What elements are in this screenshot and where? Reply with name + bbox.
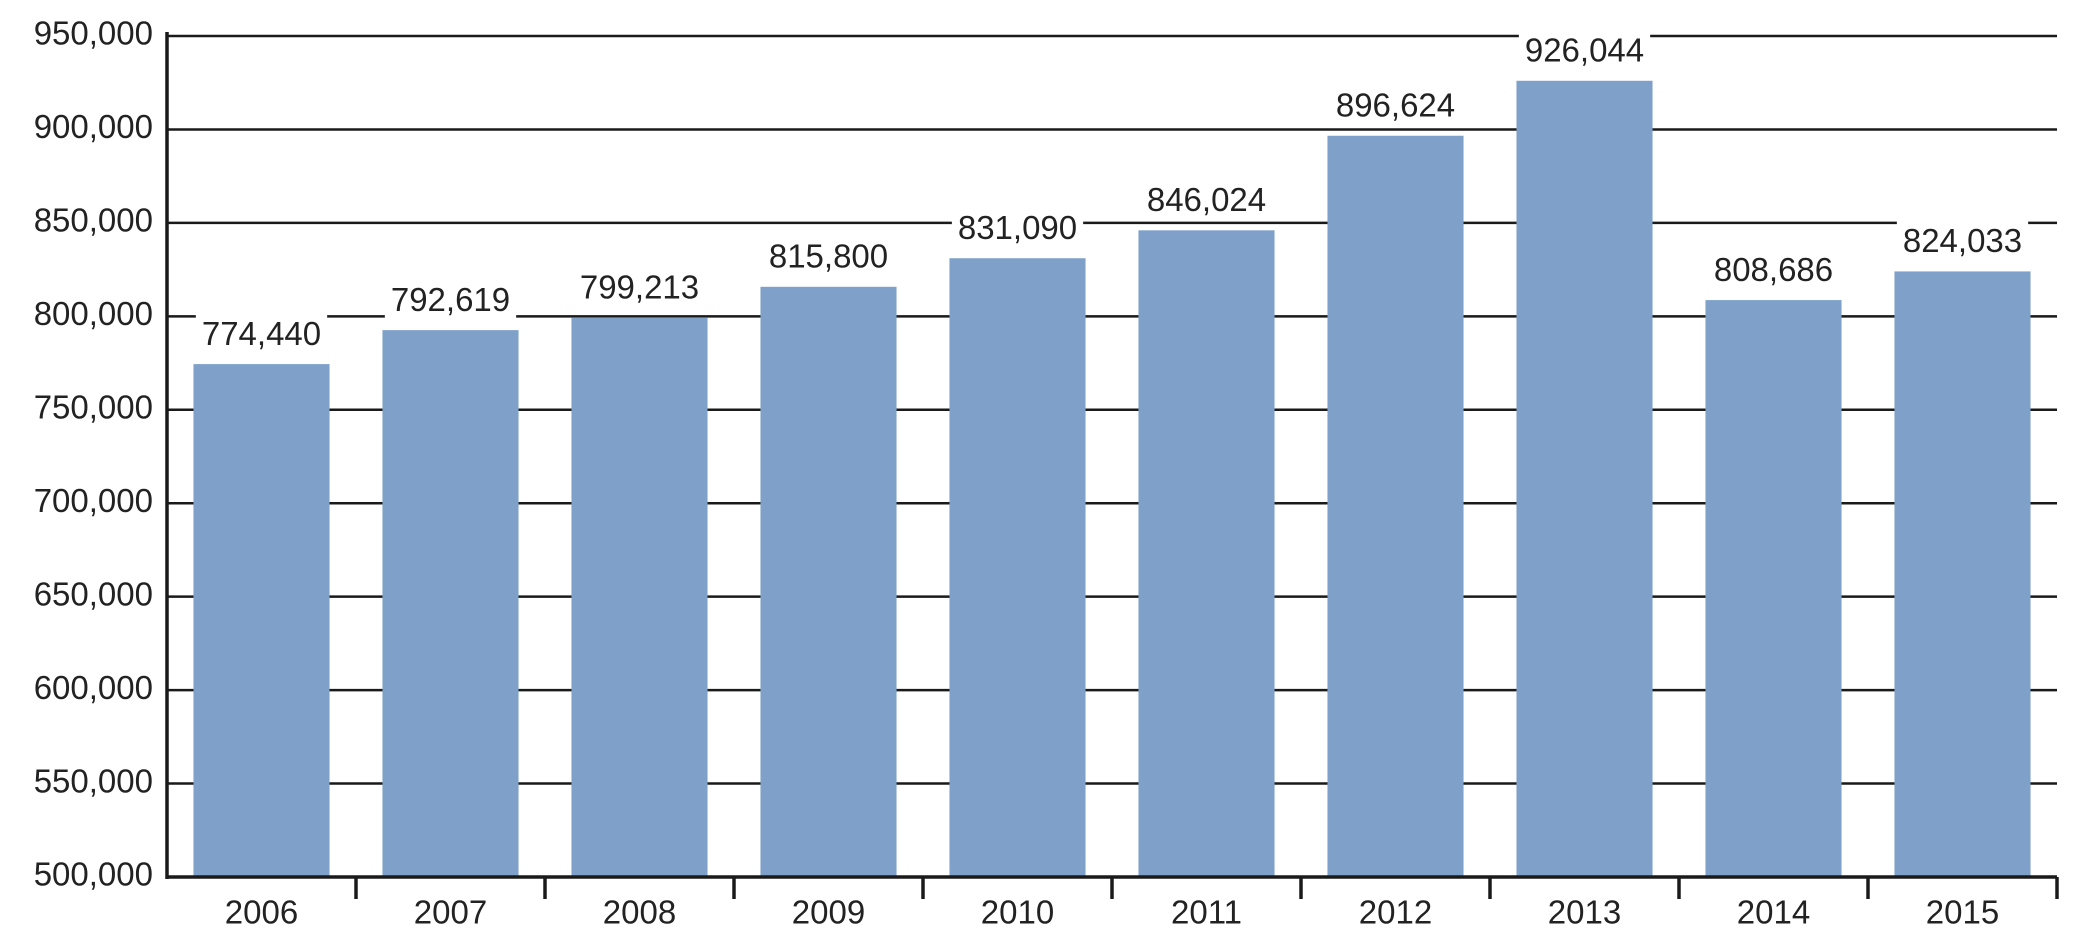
x-tick-label: 2009 <box>792 894 865 931</box>
bar <box>1138 230 1275 878</box>
x-tick-label: 2014 <box>1737 894 1810 931</box>
y-tick-label: 850,000 <box>34 202 153 239</box>
y-tick-label: 650,000 <box>34 575 153 612</box>
y-tick-label: 800,000 <box>34 295 153 332</box>
value-label: 815,800 <box>769 238 888 275</box>
bar <box>1327 135 1464 878</box>
value-label: 774,440 <box>202 315 321 352</box>
value-label-bg <box>1329 84 1462 126</box>
y-tick-label: 500,000 <box>34 856 153 893</box>
y-tick-label: 900,000 <box>34 108 153 145</box>
x-tick-label: 2008 <box>603 894 676 931</box>
value-label: 846,024 <box>1147 181 1266 218</box>
bar <box>949 258 1086 877</box>
value-label: 824,033 <box>1903 222 2022 259</box>
x-tick-label: 2007 <box>414 894 487 931</box>
bar <box>1894 271 2031 877</box>
x-tick-label: 2006 <box>225 894 298 931</box>
value-label-bg <box>1518 29 1651 71</box>
bar <box>571 317 708 877</box>
bar <box>760 286 897 877</box>
y-tick-label: 700,000 <box>34 482 153 519</box>
y-tick-label: 950,000 <box>34 15 153 52</box>
value-label-bg <box>1896 220 2029 262</box>
value-label: 926,044 <box>1525 31 1644 68</box>
value-label: 799,213 <box>580 269 699 306</box>
x-tick-label: 2015 <box>1926 894 1999 931</box>
value-label-bg <box>1707 248 1840 290</box>
y-tick-label: 600,000 <box>34 669 153 706</box>
x-tick-label: 2013 <box>1548 894 1621 931</box>
bar <box>1516 80 1653 877</box>
value-label: 808,686 <box>1714 251 1833 288</box>
value-label-bg <box>195 312 328 354</box>
bar <box>1705 300 1842 877</box>
value-label: 896,624 <box>1336 86 1455 123</box>
bar <box>382 330 519 878</box>
value-label-bg <box>384 278 517 320</box>
x-tick-label: 2010 <box>981 894 1054 931</box>
value-label-bg <box>762 235 895 277</box>
x-tick-label: 2011 <box>1171 894 1242 931</box>
bar <box>193 364 330 877</box>
value-label-bg <box>573 266 706 308</box>
value-label: 792,619 <box>391 281 510 318</box>
value-label-bg <box>951 206 1084 248</box>
y-tick-label: 550,000 <box>34 762 153 799</box>
value-label-bg <box>1140 179 1273 221</box>
value-label: 831,090 <box>958 209 1077 246</box>
y-tick-label: 750,000 <box>34 388 153 425</box>
x-tick-label: 2012 <box>1359 894 1432 931</box>
